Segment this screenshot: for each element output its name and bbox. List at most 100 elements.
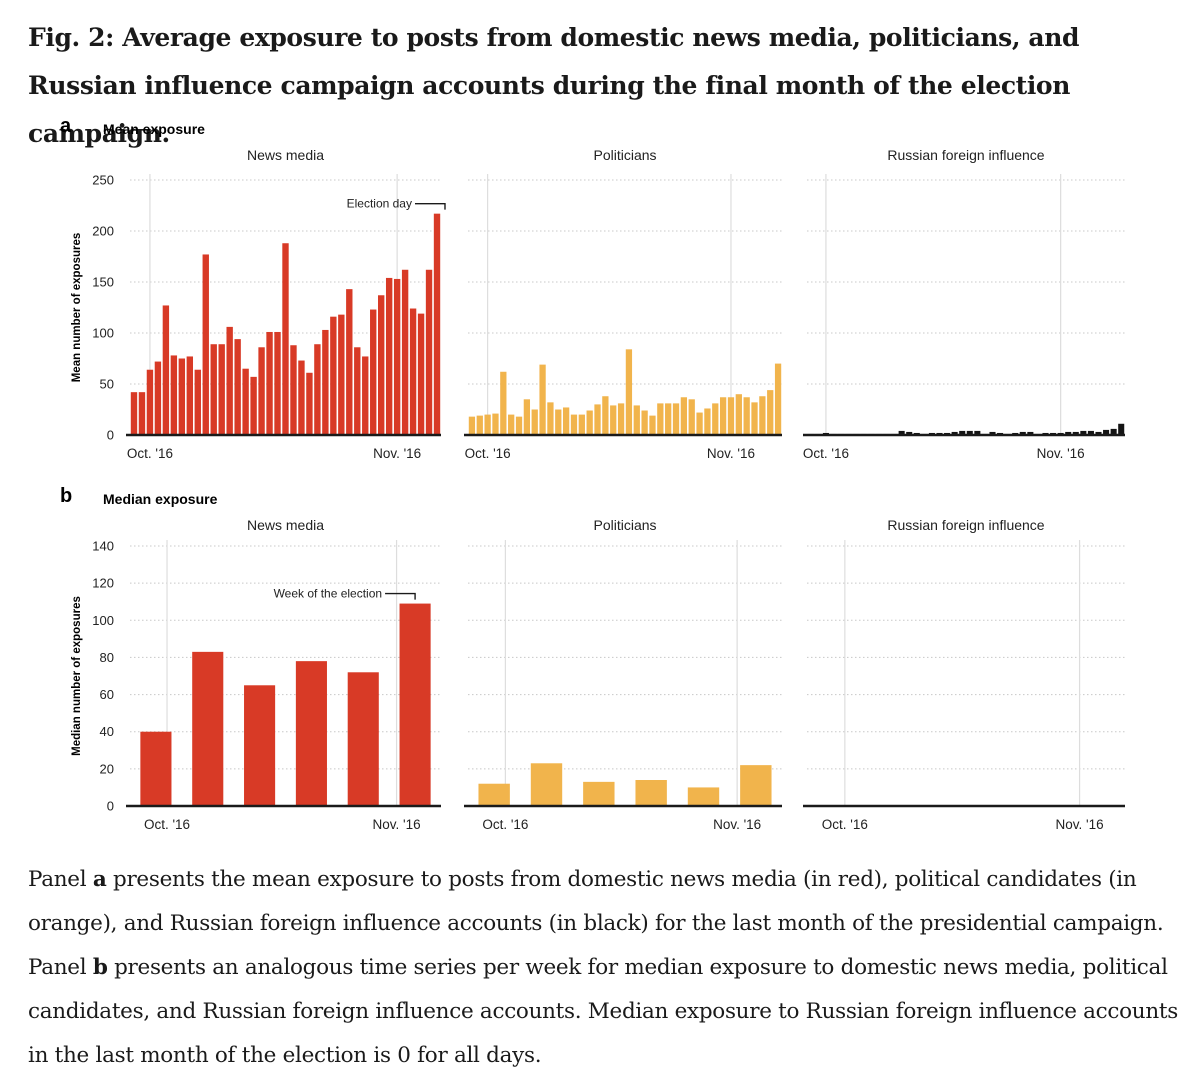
bar bbox=[1087, 430, 1094, 435]
bar bbox=[210, 344, 217, 435]
bar bbox=[194, 369, 201, 435]
facet-title: News media bbox=[247, 517, 324, 533]
x-tick-label: Nov. '16 bbox=[373, 817, 421, 832]
bar bbox=[1027, 431, 1034, 435]
bar bbox=[1080, 430, 1087, 435]
y-axis-label: Median number of exposures bbox=[71, 596, 83, 756]
bar bbox=[562, 407, 570, 435]
bar bbox=[1095, 431, 1102, 435]
y-tick-label: 0 bbox=[107, 428, 114, 443]
bar bbox=[295, 661, 327, 806]
bar bbox=[468, 416, 476, 435]
bar bbox=[586, 410, 593, 435]
bar bbox=[393, 278, 401, 435]
panel-title: Median exposure bbox=[103, 491, 218, 507]
bar bbox=[531, 409, 538, 435]
annotation-leader bbox=[414, 202, 446, 210]
y-tick-label: 120 bbox=[92, 576, 114, 591]
bar bbox=[425, 269, 433, 435]
bar bbox=[226, 326, 233, 435]
bar bbox=[218, 344, 225, 435]
bar bbox=[186, 356, 193, 435]
y-tick-label: 80 bbox=[100, 650, 114, 665]
bar bbox=[735, 394, 742, 435]
bar bbox=[665, 403, 672, 435]
bar bbox=[154, 361, 162, 435]
bar bbox=[523, 399, 531, 435]
bar bbox=[570, 414, 578, 435]
x-tick-label: Nov. '16 bbox=[707, 446, 755, 461]
bar bbox=[290, 345, 297, 435]
facet-news-media: News media Oct. '16 Nov. '16 Election day bbox=[126, 147, 446, 461]
facet-title: Politicians bbox=[593, 147, 656, 163]
y-tick-label: 40 bbox=[100, 724, 114, 739]
bar bbox=[625, 349, 633, 435]
bar bbox=[727, 397, 735, 435]
bar bbox=[362, 356, 369, 435]
bar bbox=[555, 409, 562, 435]
bar bbox=[266, 331, 273, 435]
facet-title: News media bbox=[247, 147, 324, 163]
bar bbox=[338, 314, 345, 435]
bar bbox=[476, 415, 483, 435]
bar bbox=[370, 309, 377, 435]
bar bbox=[641, 410, 648, 435]
bar bbox=[617, 403, 625, 435]
y-tick-label: 50 bbox=[100, 377, 114, 392]
caption-panel-a-ref: a bbox=[92, 867, 107, 892]
bar bbox=[484, 414, 491, 435]
y-tick-label: 140 bbox=[92, 539, 114, 554]
bar bbox=[1103, 429, 1110, 435]
bar bbox=[162, 305, 170, 435]
facet-news-media: News media Oct. '16 Nov. '16 Week of the el… bbox=[126, 517, 441, 832]
bar bbox=[687, 787, 720, 806]
bar bbox=[306, 372, 313, 435]
bar bbox=[385, 277, 393, 435]
bar bbox=[712, 403, 719, 435]
bar bbox=[330, 316, 337, 435]
facet-title: Politicians bbox=[593, 517, 656, 533]
bar bbox=[898, 430, 905, 435]
bar bbox=[959, 430, 966, 435]
bar bbox=[478, 783, 510, 806]
y-axis-label: Mean number of exposures bbox=[71, 233, 83, 383]
bar bbox=[130, 392, 138, 435]
x-tick-label: Oct. '16 bbox=[482, 817, 528, 832]
panel-a: a Mean exposure Mean number of exposures 0 5… bbox=[60, 115, 1125, 461]
y-tick-label: 0 bbox=[107, 799, 114, 814]
bar bbox=[610, 405, 617, 435]
bar bbox=[192, 651, 224, 806]
y-tick-label: 20 bbox=[100, 761, 114, 776]
bar bbox=[740, 765, 772, 806]
bar bbox=[974, 430, 981, 435]
x-tick-label: Nov. '16 bbox=[1056, 817, 1104, 832]
bar bbox=[274, 331, 281, 435]
bar bbox=[399, 603, 431, 806]
bar bbox=[704, 408, 711, 435]
bar bbox=[1072, 431, 1079, 435]
bar bbox=[515, 416, 523, 435]
figure-title: Fig. 2: Average exposure to posts from d… bbox=[28, 23, 1080, 148]
annotation-label: Election day bbox=[347, 197, 412, 211]
caption-text-3: presents an analogous time series per we… bbox=[28, 955, 1178, 1068]
bar bbox=[258, 347, 265, 435]
facet-russian-foreign-influence: Russian foreign influence Oct. '16 Nov. '1… bbox=[803, 147, 1125, 461]
facet-russian-foreign-influence: Russian foreign influence Oct. '16 Nov. '1… bbox=[803, 517, 1125, 832]
bar bbox=[951, 431, 958, 435]
annotation-label: Week of the election bbox=[274, 587, 383, 601]
bar bbox=[906, 431, 913, 435]
annotation-leader bbox=[385, 592, 416, 600]
bar bbox=[649, 415, 656, 435]
bar bbox=[244, 685, 276, 806]
bar bbox=[743, 397, 750, 435]
bar bbox=[774, 363, 782, 435]
bar bbox=[322, 329, 329, 435]
bar bbox=[282, 243, 289, 435]
bar bbox=[1118, 423, 1125, 435]
bar bbox=[989, 431, 996, 435]
bar bbox=[583, 781, 615, 806]
x-tick-label: Oct. '16 bbox=[127, 446, 173, 461]
bar bbox=[346, 289, 353, 435]
panel-letter: a bbox=[60, 115, 72, 137]
bar bbox=[1019, 431, 1026, 435]
